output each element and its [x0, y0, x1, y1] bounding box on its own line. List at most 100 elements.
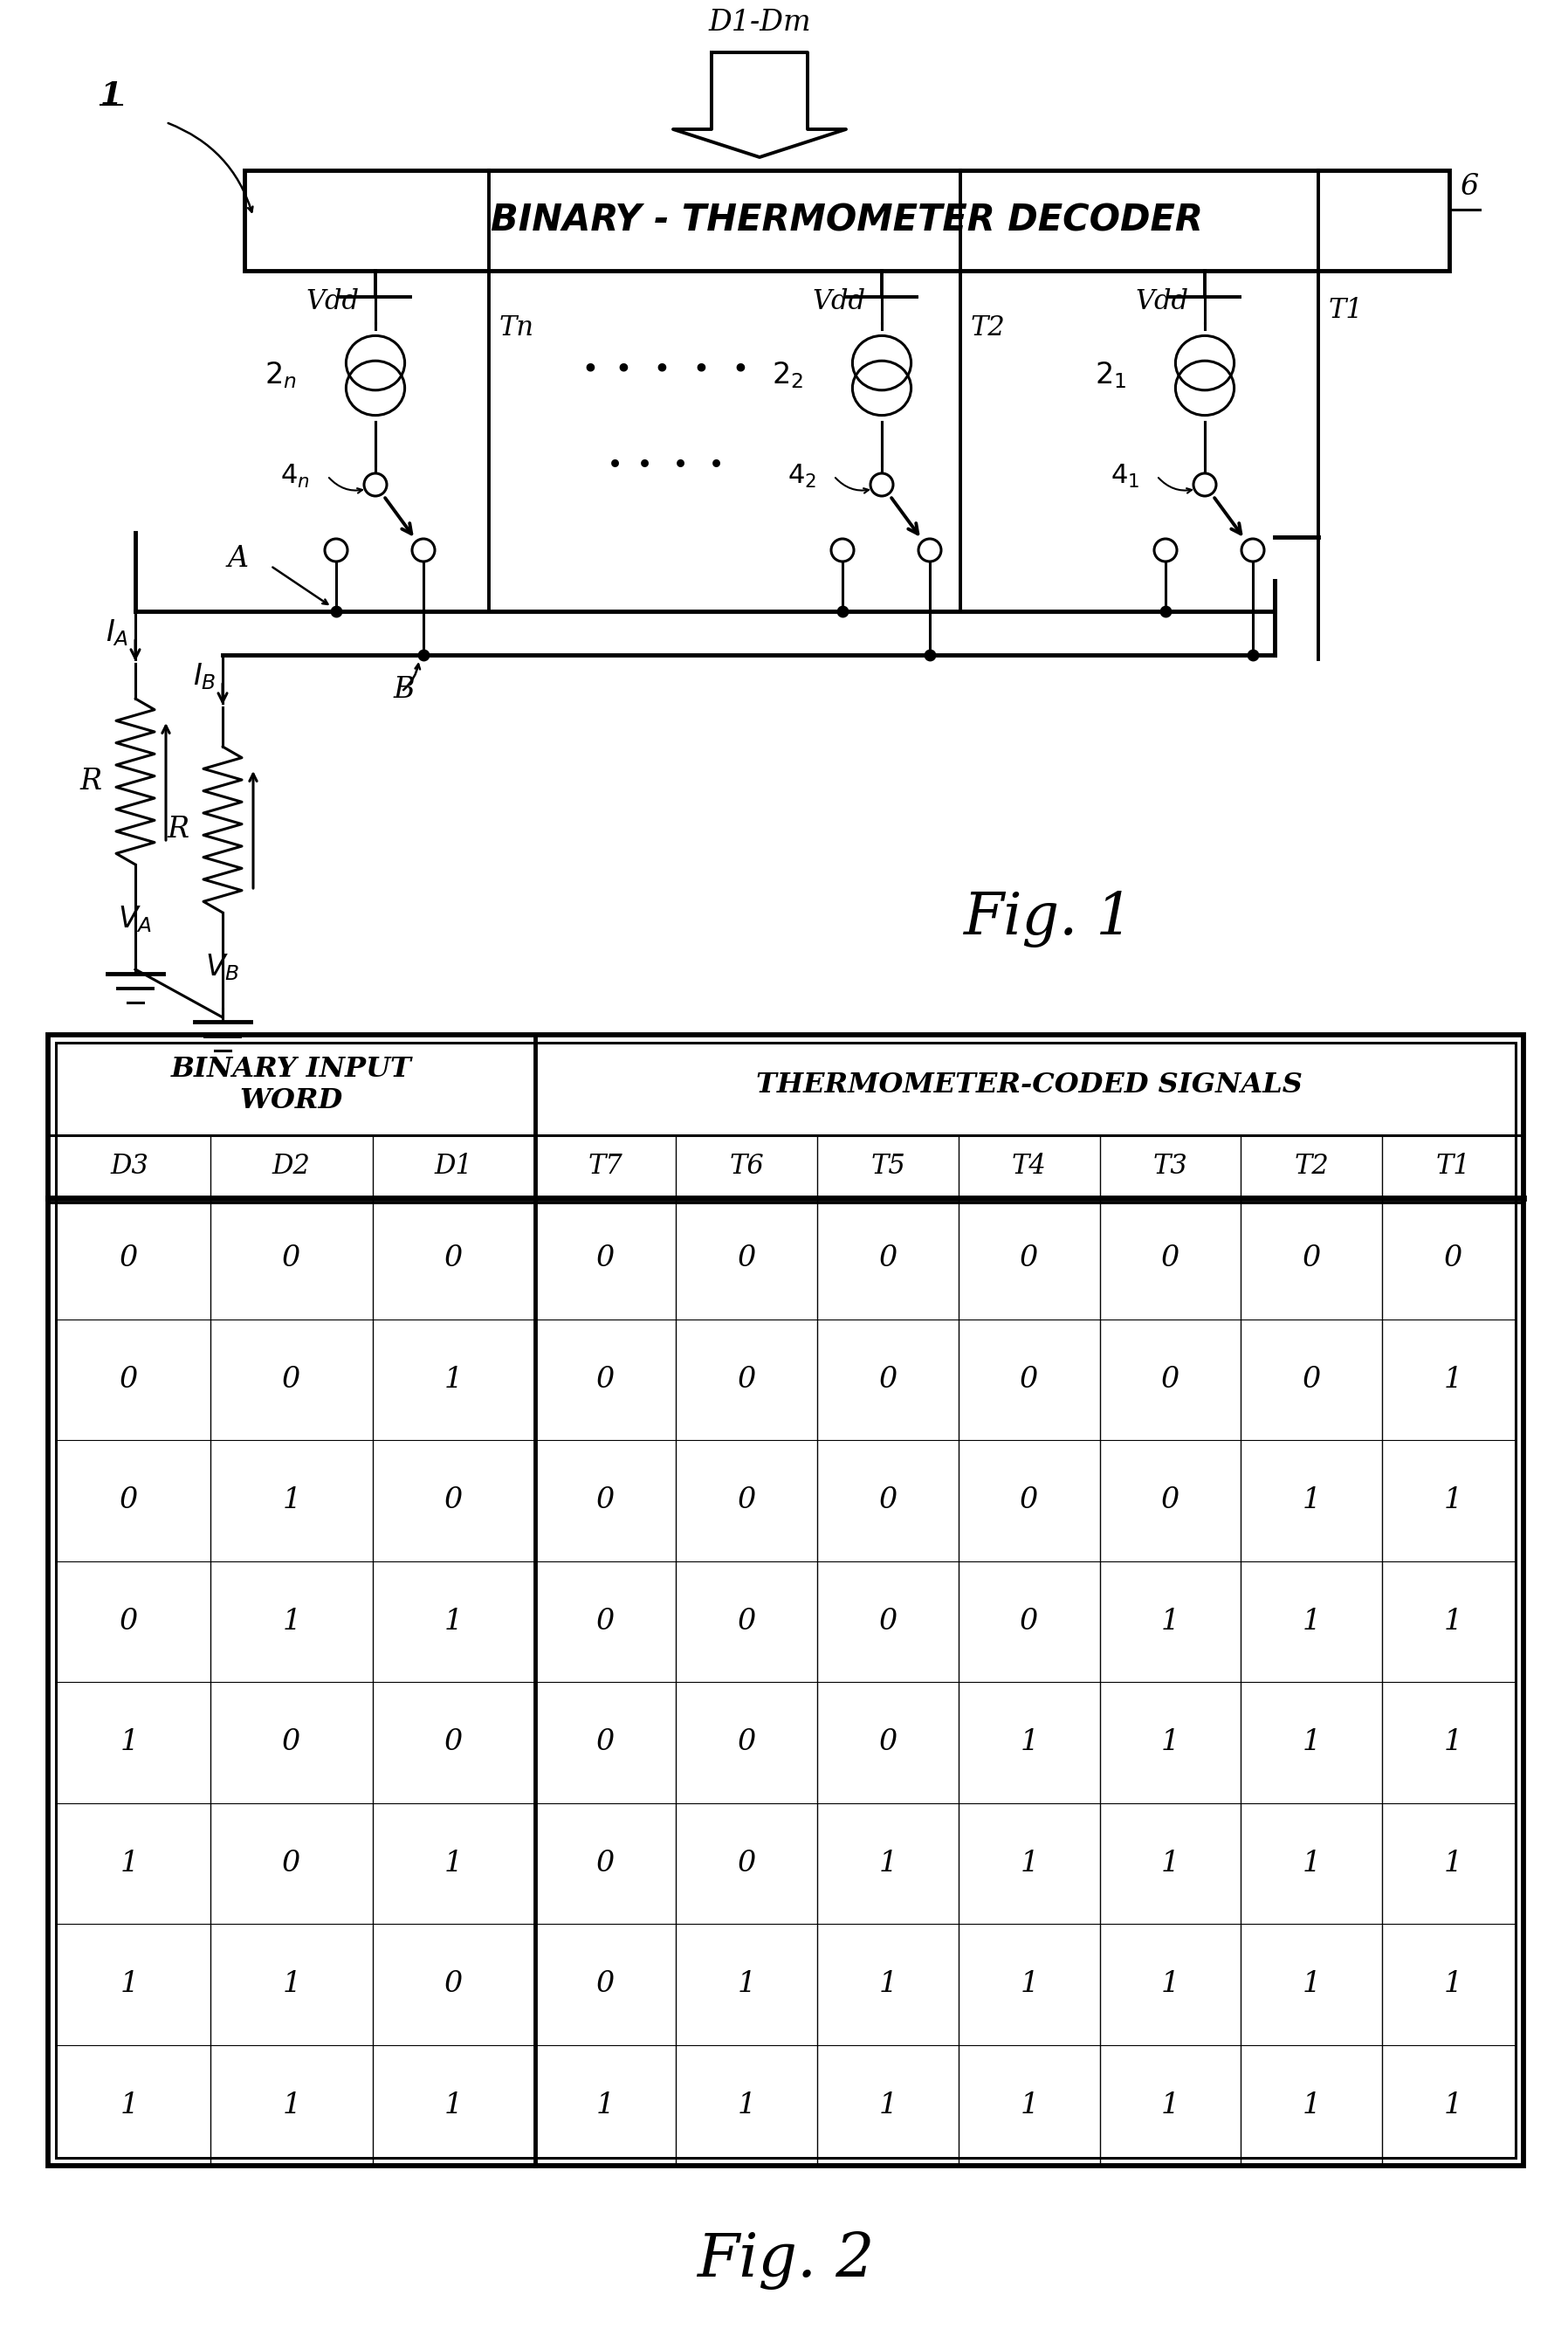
Text: 0: 0 — [1162, 1365, 1179, 1393]
Circle shape — [831, 538, 855, 561]
Text: 0: 0 — [444, 1970, 463, 1998]
Text: 1: 1 — [119, 1728, 138, 1756]
Text: 1: 1 — [119, 1970, 138, 1998]
Text: 6: 6 — [1460, 172, 1479, 200]
Text: $I_A$: $I_A$ — [105, 617, 129, 647]
Text: 1: 1 — [1162, 1607, 1179, 1635]
Text: 0: 0 — [596, 1365, 615, 1393]
Circle shape — [870, 473, 894, 496]
Text: 0: 0 — [1019, 1365, 1038, 1393]
Text: 1: 1 — [1162, 1970, 1179, 1998]
Text: 0: 0 — [737, 1486, 756, 1514]
Text: 0: 0 — [878, 1607, 897, 1635]
Text: 1: 1 — [1303, 1486, 1320, 1514]
Text: D3: D3 — [110, 1153, 149, 1181]
Text: 1: 1 — [1303, 1728, 1320, 1756]
Text: 1: 1 — [1303, 1849, 1320, 1877]
Text: D1-Dm: D1-Dm — [709, 9, 811, 37]
Text: 1: 1 — [1019, 2091, 1038, 2119]
Text: 0: 0 — [1303, 1365, 1320, 1393]
Text: 0: 0 — [596, 1244, 615, 1272]
Text: 0: 0 — [878, 1365, 897, 1393]
Text: 1: 1 — [1444, 1849, 1461, 1877]
Text: 0: 0 — [444, 1244, 463, 1272]
Text: 0: 0 — [444, 1728, 463, 1756]
Circle shape — [1154, 538, 1178, 561]
Text: 1: 1 — [1162, 2091, 1179, 2119]
Text: 1: 1 — [444, 1365, 463, 1393]
Text: $2_2$: $2_2$ — [771, 361, 803, 391]
Text: 1: 1 — [282, 1607, 301, 1635]
Text: Fig. 1: Fig. 1 — [963, 890, 1132, 948]
Text: 1: 1 — [282, 1486, 301, 1514]
Text: 0: 0 — [1162, 1244, 1179, 1272]
Text: T6: T6 — [729, 1153, 764, 1181]
Text: A: A — [227, 545, 249, 573]
Text: 1: 1 — [282, 2091, 301, 2119]
Circle shape — [1242, 538, 1264, 561]
Text: 0: 0 — [282, 1728, 301, 1756]
Text: 1: 1 — [596, 2091, 615, 2119]
Text: 0: 0 — [1444, 1244, 1461, 1272]
Text: Vdd: Vdd — [1135, 289, 1189, 314]
Text: 0: 0 — [596, 1849, 615, 1877]
Text: 1: 1 — [737, 2091, 756, 2119]
Text: 1: 1 — [1303, 1970, 1320, 1998]
Text: 0: 0 — [119, 1486, 138, 1514]
Text: 1: 1 — [1019, 1728, 1038, 1756]
Text: 1: 1 — [1444, 1486, 1461, 1514]
Text: $2_n$: $2_n$ — [265, 361, 296, 391]
Text: 1: 1 — [119, 1849, 138, 1877]
Text: 1: 1 — [444, 1849, 463, 1877]
Text: T4: T4 — [1011, 1153, 1046, 1181]
Text: 1: 1 — [1444, 1365, 1461, 1393]
Text: 1: 1 — [878, 1970, 897, 1998]
Bar — [56, 1043, 1516, 2159]
Text: $4_n$: $4_n$ — [281, 463, 310, 489]
Text: Fig. 2: Fig. 2 — [696, 2231, 875, 2289]
Text: T2: T2 — [971, 314, 1005, 342]
Text: 0: 0 — [282, 1244, 301, 1272]
Text: 0: 0 — [596, 1607, 615, 1635]
Text: $\bullet\ \bullet\ \bullet\ \bullet\ \bullet$: $\bullet\ \bullet\ \bullet\ \bullet\ \bu… — [580, 352, 746, 382]
Text: D2: D2 — [273, 1153, 310, 1181]
Text: $4_2$: $4_2$ — [787, 463, 817, 489]
Text: Vdd: Vdd — [812, 289, 866, 314]
Text: 0: 0 — [737, 1728, 756, 1756]
Text: 1: 1 — [737, 1970, 756, 1998]
Circle shape — [1193, 473, 1217, 496]
Text: 1: 1 — [444, 1607, 463, 1635]
Text: 0: 0 — [878, 1486, 897, 1514]
Text: 1: 1 — [1019, 1970, 1038, 1998]
Circle shape — [325, 538, 348, 561]
Text: THERMOMETER-CODED SIGNALS: THERMOMETER-CODED SIGNALS — [756, 1071, 1303, 1099]
Text: T1: T1 — [1328, 296, 1364, 324]
Text: T2: T2 — [1294, 1153, 1330, 1181]
Text: R: R — [80, 769, 102, 797]
Text: 1: 1 — [1162, 1849, 1179, 1877]
Text: 0: 0 — [1162, 1486, 1179, 1514]
Text: BINARY - THERMOMETER DECODER: BINARY - THERMOMETER DECODER — [491, 203, 1203, 240]
Circle shape — [364, 473, 387, 496]
Text: 1: 1 — [282, 1970, 301, 1998]
Bar — [49, 1034, 1524, 2166]
Text: $V_B$: $V_B$ — [205, 953, 240, 983]
Text: 0: 0 — [596, 1486, 615, 1514]
Text: 0: 0 — [1303, 1244, 1320, 1272]
Text: 0: 0 — [1019, 1486, 1038, 1514]
Text: 1: 1 — [1444, 1970, 1461, 1998]
Text: 1: 1 — [1444, 1728, 1461, 1756]
Text: 0: 0 — [119, 1607, 138, 1635]
Text: B: B — [394, 675, 414, 703]
Text: $V_A$: $V_A$ — [118, 904, 152, 934]
Text: 1: 1 — [1444, 1607, 1461, 1635]
Text: 0: 0 — [737, 1244, 756, 1272]
Bar — [245, 170, 1449, 270]
Text: 1: 1 — [100, 79, 122, 109]
Text: 1: 1 — [119, 2091, 138, 2119]
Text: 0: 0 — [737, 1607, 756, 1635]
Text: 0: 0 — [596, 1970, 615, 1998]
Text: 0: 0 — [737, 1849, 756, 1877]
Text: 1: 1 — [1162, 1728, 1179, 1756]
Text: 0: 0 — [878, 1244, 897, 1272]
